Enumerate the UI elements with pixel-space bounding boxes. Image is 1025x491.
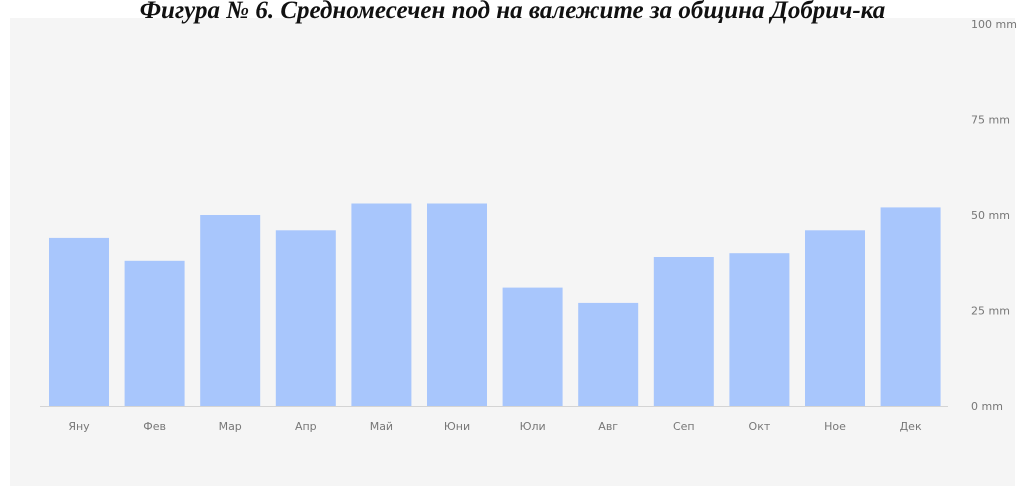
x-tick-label: Сеп — [673, 420, 695, 433]
bar-Окт — [729, 253, 790, 406]
bar-Сеп — [653, 257, 714, 406]
x-tick-label: Авг — [598, 420, 618, 433]
x-tick-label: Дек — [900, 420, 922, 433]
chart-title: Фигура № 6. Средномесечен под на валежит… — [139, 0, 886, 24]
bar-Фев — [124, 260, 185, 406]
bar-Яну — [49, 237, 109, 406]
x-tick-label: Мар — [219, 420, 242, 433]
bar-Юни — [427, 203, 487, 406]
x-tick-label: Фев — [143, 420, 166, 433]
bar-Авг — [578, 302, 639, 406]
bar-Май — [351, 203, 412, 406]
x-tick-label: Юни — [444, 420, 470, 433]
bar-Юли — [502, 287, 563, 406]
x-tick-labels: Яну Фев Мар Апр Май Юни Юли Авг Сеп Окт Ное Дек — [68, 420, 922, 433]
y-tick-label: 100 mm — [971, 18, 1017, 31]
bar-Апр — [275, 230, 336, 406]
y-tick-label: 0 mm — [971, 400, 1003, 413]
bar-Ное — [805, 230, 865, 406]
bars-group — [49, 203, 941, 406]
x-tick-label: Яну — [68, 420, 90, 433]
y-tick-label: 75 mm — [971, 114, 1010, 127]
bar-Мар — [200, 215, 261, 406]
x-tick-label: Апр — [295, 420, 317, 433]
bar-Дек — [880, 207, 941, 406]
y-tick-label: 50 mm — [971, 209, 1010, 222]
x-tick-label: Май — [370, 420, 393, 433]
x-tick-label: Ное — [824, 420, 846, 433]
x-tick-label: Юли — [520, 420, 546, 433]
x-tick-label: Окт — [749, 420, 771, 433]
y-tick-labels: 0 mm 25 mm 50 mm 75 mm 100 mm — [971, 18, 1017, 413]
y-tick-label: 25 mm — [971, 305, 1010, 318]
